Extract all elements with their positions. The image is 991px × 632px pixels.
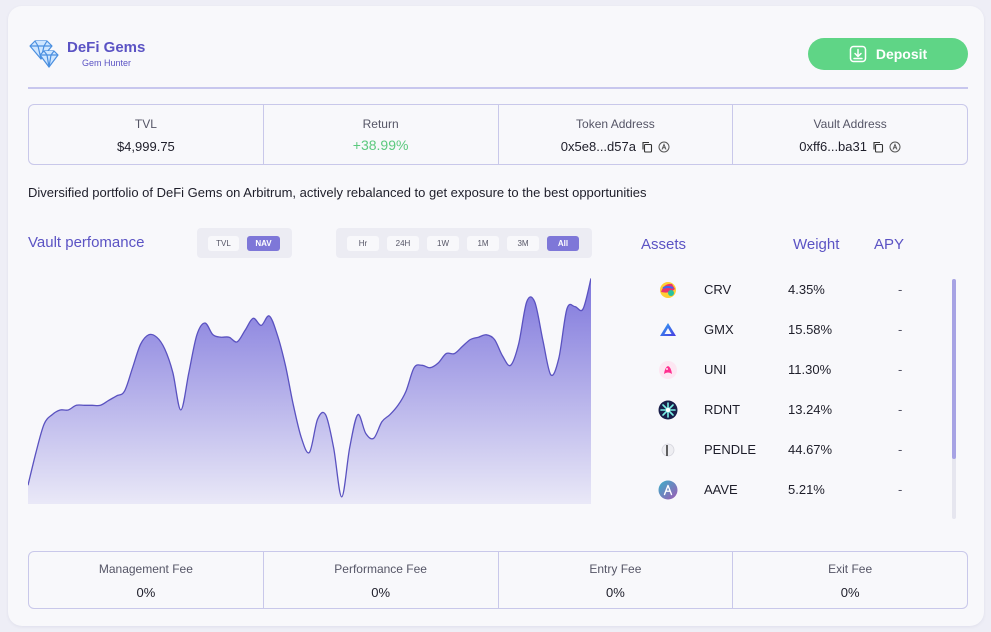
toggle-tvl[interactable]: TVL [208, 236, 239, 251]
range-1w[interactable]: 1W [427, 236, 459, 251]
metric-toggle: TVL NAV [197, 228, 292, 258]
apy-column-header: APY [874, 236, 905, 253]
asset-apy: - [898, 362, 903, 377]
stat-value: 0xff6...ba31 [733, 139, 967, 154]
stat-label: TVL [134, 117, 157, 131]
asset-row[interactable]: UNI 11.30% - [654, 358, 914, 382]
asset-name: UNI [704, 362, 727, 377]
stat-label: Return [362, 117, 399, 131]
fee-label: Entry Fee [589, 562, 642, 576]
crv-icon [660, 282, 676, 298]
arbiscan-icon[interactable] [889, 141, 901, 153]
copy-icon[interactable] [641, 141, 653, 153]
asset-weight: 4.35% [788, 282, 825, 297]
rdnt-icon [658, 400, 678, 420]
toggle-nav[interactable]: NAV [247, 236, 280, 251]
stat-token-address: Token Address 0x5e8...d57a [499, 105, 734, 164]
asset-row[interactable]: RDNT 13.24% - [654, 398, 914, 422]
fee-label: Exit Fee [828, 562, 873, 576]
stat-value: 0x5e8...d57a [499, 139, 733, 154]
asset-apy: - [898, 482, 903, 497]
range-1m[interactable]: 1M [467, 236, 499, 251]
chart-area-fill [28, 278, 591, 504]
uni-icon [659, 361, 677, 379]
range-3m[interactable]: 3M [507, 236, 539, 251]
stat-vault-address: Vault Address 0xff6...ba31 [733, 105, 967, 164]
stat-tvl: TVL $4,999.75 [29, 105, 264, 164]
gmx-icon [660, 323, 676, 336]
return-value: +38.99% [352, 137, 409, 153]
copy-icon[interactable] [872, 141, 884, 153]
asset-apy: - [898, 402, 903, 417]
fee-management: Management Fee 0% [29, 552, 264, 608]
asset-apy: - [898, 442, 903, 457]
download-icon [849, 45, 867, 63]
performance-chart [28, 278, 591, 504]
fees-panel: Management Fee 0% Performance Fee 0% Ent… [28, 551, 968, 609]
performance-title: Vault perfomance [28, 234, 145, 251]
asset-row[interactable]: CRV 4.35% - [654, 278, 914, 302]
assets-column-header: Assets [641, 236, 687, 253]
asset-name: AAVE [704, 482, 738, 497]
chart-series-line [28, 278, 591, 498]
fee-value: 0% [840, 585, 860, 600]
brand-subtitle: Gem Hunter [82, 58, 132, 68]
asset-row[interactable]: PENDLE 44.67% - [654, 438, 914, 462]
stat-label: Vault Address [813, 117, 887, 131]
vault-card: DeFi Gems Gem Hunter Deposit TVL $4,999.… [8, 6, 984, 626]
assets-scrollbar-thumb[interactable] [952, 279, 956, 459]
vault-address-value: 0xff6...ba31 [799, 139, 867, 154]
fee-value: 0% [605, 585, 625, 600]
asset-weight: 5.21% [788, 482, 825, 497]
asset-name: PENDLE [704, 442, 757, 457]
asset-apy: - [898, 322, 903, 337]
range-hr[interactable]: Hr [347, 236, 379, 251]
fee-entry: Entry Fee 0% [499, 552, 734, 608]
stats-panel: TVL $4,999.75 Return +38.99% Token Addre… [28, 104, 968, 165]
fee-exit: Exit Fee 0% [733, 552, 967, 608]
fee-performance: Performance Fee 0% [264, 552, 499, 608]
stat-value: +38.99% [264, 137, 498, 153]
range-selector: Hr 24H 1W 1M 3M All [336, 228, 592, 258]
fee-value: 0% [136, 585, 156, 600]
deposit-button[interactable]: Deposit [808, 38, 968, 70]
asset-row[interactable]: AAVE 5.21% - [654, 478, 914, 502]
pendle-icon [661, 443, 675, 457]
asset-name: CRV [704, 282, 732, 297]
range-all[interactable]: All [547, 236, 579, 251]
vault-description: Diversified portfolio of DeFi Gems on Ar… [28, 185, 647, 200]
asset-name: RDNT [704, 402, 741, 417]
diamond-logo-icon [29, 40, 59, 68]
asset-row[interactable]: GMX 15.58% - [654, 318, 914, 342]
asset-apy: - [898, 282, 903, 297]
asset-weight: 15.58% [788, 322, 833, 337]
range-24h[interactable]: 24H [387, 236, 419, 251]
asset-weight: 44.67% [788, 442, 833, 457]
token-address-value: 0x5e8...d57a [560, 139, 636, 154]
deposit-button-label: Deposit [875, 46, 928, 62]
tvl-value: $4,999.75 [116, 139, 175, 154]
stat-return: Return +38.99% [264, 105, 499, 164]
stat-label: Token Address [576, 117, 655, 131]
fee-value: 0% [371, 585, 391, 600]
asset-name: GMX [704, 322, 734, 337]
fee-label: Performance Fee [334, 562, 427, 576]
header-divider [28, 87, 968, 89]
weight-column-header: Weight [793, 236, 840, 253]
stat-value: $4,999.75 [29, 139, 263, 154]
asset-weight: 11.30% [788, 362, 832, 377]
aave-icon [658, 480, 678, 500]
fee-label: Management Fee [98, 562, 193, 576]
arbiscan-icon[interactable] [658, 141, 670, 153]
asset-weight: 13.24% [788, 402, 833, 417]
brand-title: DeFi Gems [67, 39, 146, 56]
